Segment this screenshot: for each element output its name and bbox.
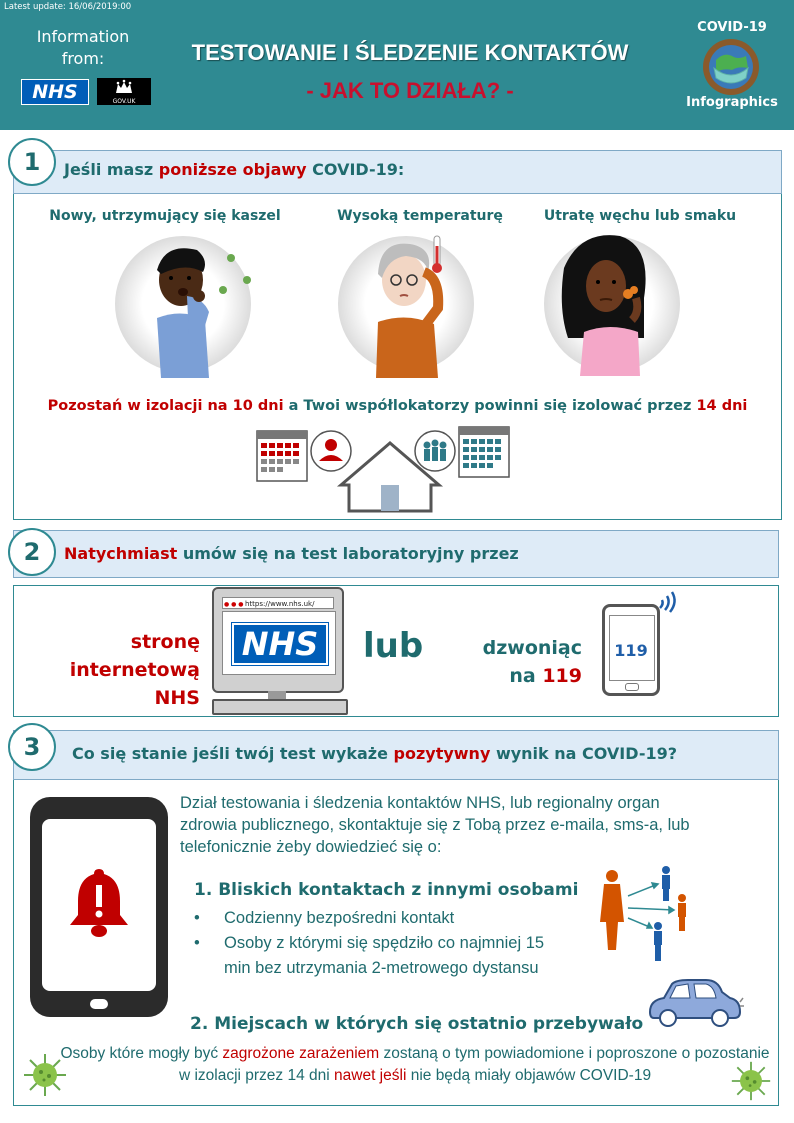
symptom-label-smell: Utratę węchu lub smaku [543,208,737,224]
website-label-line: NHS [154,687,201,709]
contact-description: Dział testowania i śledzenia kontaktów N… [180,794,690,856]
virus-icon [24,1054,66,1096]
computer-monitor-icon: https://www.nhs.uk/ ● ● ● NHS [212,587,348,715]
isolation-instruction: Pozostań w izolacji na 10 dni a Twoi wsp… [20,398,775,414]
page-subtitle: - JAK TO DZIAŁA? - [306,78,514,103]
smelling-person-icon [544,235,680,376]
section-3-heading: Co się stanie jeśli twój test wykaże poz… [72,744,677,763]
contact-tracing-people-icon [600,866,686,961]
section-3-heading-bar [13,730,779,780]
car-icon [648,979,744,1027]
list-item-text: Codzienny bezpośredni kontakt [224,909,455,927]
virus-icon [731,1061,771,1101]
symptom-label-cough: Nowy, utrzymujący się kaszel [49,208,281,224]
phone-label: dzwoniąc na 119 [452,634,582,690]
globe-mask-icon [703,39,759,95]
section-1-heading-bar [13,150,782,194]
nhs-logo: NHS [21,79,89,105]
infographics-label: Infographics [686,95,778,110]
header-banner [0,0,794,130]
footer-text: Osoby które mogły być [60,1045,223,1062]
section-1-heading: Jeśli masz poniższe objawy COVID-19: [64,160,404,179]
fever-person-icon [338,235,474,378]
isolation-days-household: 14 dni [696,398,748,414]
isolation-calendar-house-icon [256,426,510,513]
list-item: • Osoby z którymi się spędziło co najmnie… [194,931,554,981]
phone-home-button [625,683,639,691]
gov-uk-logo: GOV.UK [97,78,151,105]
alert-bell-icon [70,869,128,937]
footer-text: nie będą miały objawów COVID-19 [406,1067,652,1084]
isolation-days-self: 10 dni [232,398,284,414]
phone-label-line: dzwoniąc [482,637,582,659]
page-title: TESTOWANIE I ŚLEDZENIE KONTAKTÓW [191,40,629,65]
coughing-person-icon [115,236,251,378]
monitor-stand [268,691,286,699]
heading-text: Co się stanie jeśli twój test wykaże [72,744,394,763]
phone-number: 119 [542,665,582,687]
phone-home-button [90,999,108,1009]
heading-text: Jeśli masz [64,160,159,179]
section-3-number: 3 [8,723,56,771]
latest-update-text: Latest update: 16/06/2019:00 [4,2,132,12]
calendar-left-icon [256,430,308,482]
heading-text: wynik na COVID-19? [490,744,678,763]
list-item: • Codzienny bezpośredni kontakt [194,906,554,931]
website-label-line: stronę [130,631,200,653]
heading-highlight: pozytywny [393,744,491,763]
crown-icon [116,79,132,93]
heading-text: COVID-19: [306,160,405,179]
list-item-text: Osoby z którymi się spędziło co najmniej… [224,934,545,977]
item-close-contacts: 1. Bliskich kontaktach z innymi osobami [194,880,579,900]
heading-text: umów się na test laboratoryjny przez [177,544,519,563]
monitor-base [212,699,348,715]
section-2-heading-bar [13,530,779,578]
website-label-line: internetową [69,659,200,681]
close-contacts-list: • Codzienny bezpośredni kontakt • Osoby z … [194,906,554,981]
phone-label-line: na 119 [452,662,582,690]
item-recent-places: 2. Miejscach w których się ostatnio prze… [190,1014,644,1034]
browser-dots-icon: ● ● ● [224,601,244,608]
phone-label-na: na [509,665,543,687]
nhs-screen-logo: NHS [231,622,329,666]
url-bar: https://www.nhs.uk/ [222,597,334,609]
notification-footer-note: Osoby które mogły być zagrożone zarażeni… [55,1043,775,1087]
heading-highlight: poniższe objawy [158,160,307,179]
phone-screen-number: 119 [614,641,648,660]
covid-label: COVID-19 [697,20,767,35]
heading-highlight: Natychmiast [64,544,178,563]
mobile-phone-icon: 119 [602,604,660,696]
isolation-text-part2: a Twoi współlokatorzy powinni się izolow… [283,398,697,414]
gov-uk-text: GOV.UK [112,98,136,105]
footer-text: zostaną o tym powiadomione i poproszone … [178,1045,770,1084]
bullet-icon: • [194,934,200,952]
phone-screen [609,615,655,681]
isolation-text-part1: Pozostań w izolacji na [47,398,233,414]
notification-phone-icon [30,797,168,1017]
bullet-icon: • [194,909,200,927]
section-1-number: 1 [8,138,56,186]
signal-waves-icon [659,591,676,613]
symptom-label-fever: Wysoką temperaturę [337,208,503,224]
footer-highlight: nawet jeśli [334,1067,407,1084]
section-2-heading: Natychmiast umów się na test laboratoryj… [64,544,519,563]
section-2-number: 2 [8,528,56,576]
information-from-label: Information from: [36,27,130,68]
calendar-right-icon [458,426,510,478]
website-label: stronę internetową NHS [40,628,200,712]
footer-highlight: zagrożone zarażeniem [222,1045,380,1062]
or-label: lub [363,626,424,666]
